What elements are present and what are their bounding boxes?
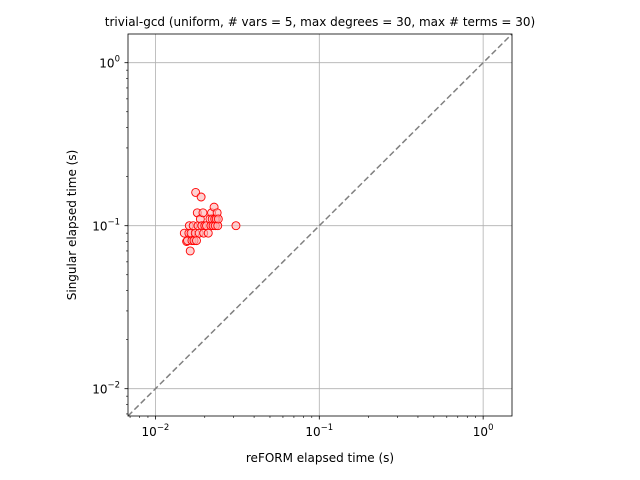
plot-frame — [127, 33, 513, 417]
data-point-35 — [213, 214, 223, 224]
data-point-19 — [198, 208, 208, 218]
data-points — [179, 187, 241, 256]
reference-line — [128, 34, 512, 416]
data-point-36 — [231, 221, 241, 231]
chart-title: trivial-gcd (uniform, # vars = 5, max de… — [105, 15, 535, 29]
plot-area — [128, 34, 512, 416]
x-axis-label: reFORM elapsed time (s) — [246, 451, 394, 465]
data-point-5 — [185, 246, 195, 256]
y-axis-label: Singular elapsed time (s) — [65, 150, 79, 301]
data-point-23 — [203, 228, 213, 238]
data-point-12 — [192, 236, 201, 246]
data-point-17 — [196, 192, 206, 202]
